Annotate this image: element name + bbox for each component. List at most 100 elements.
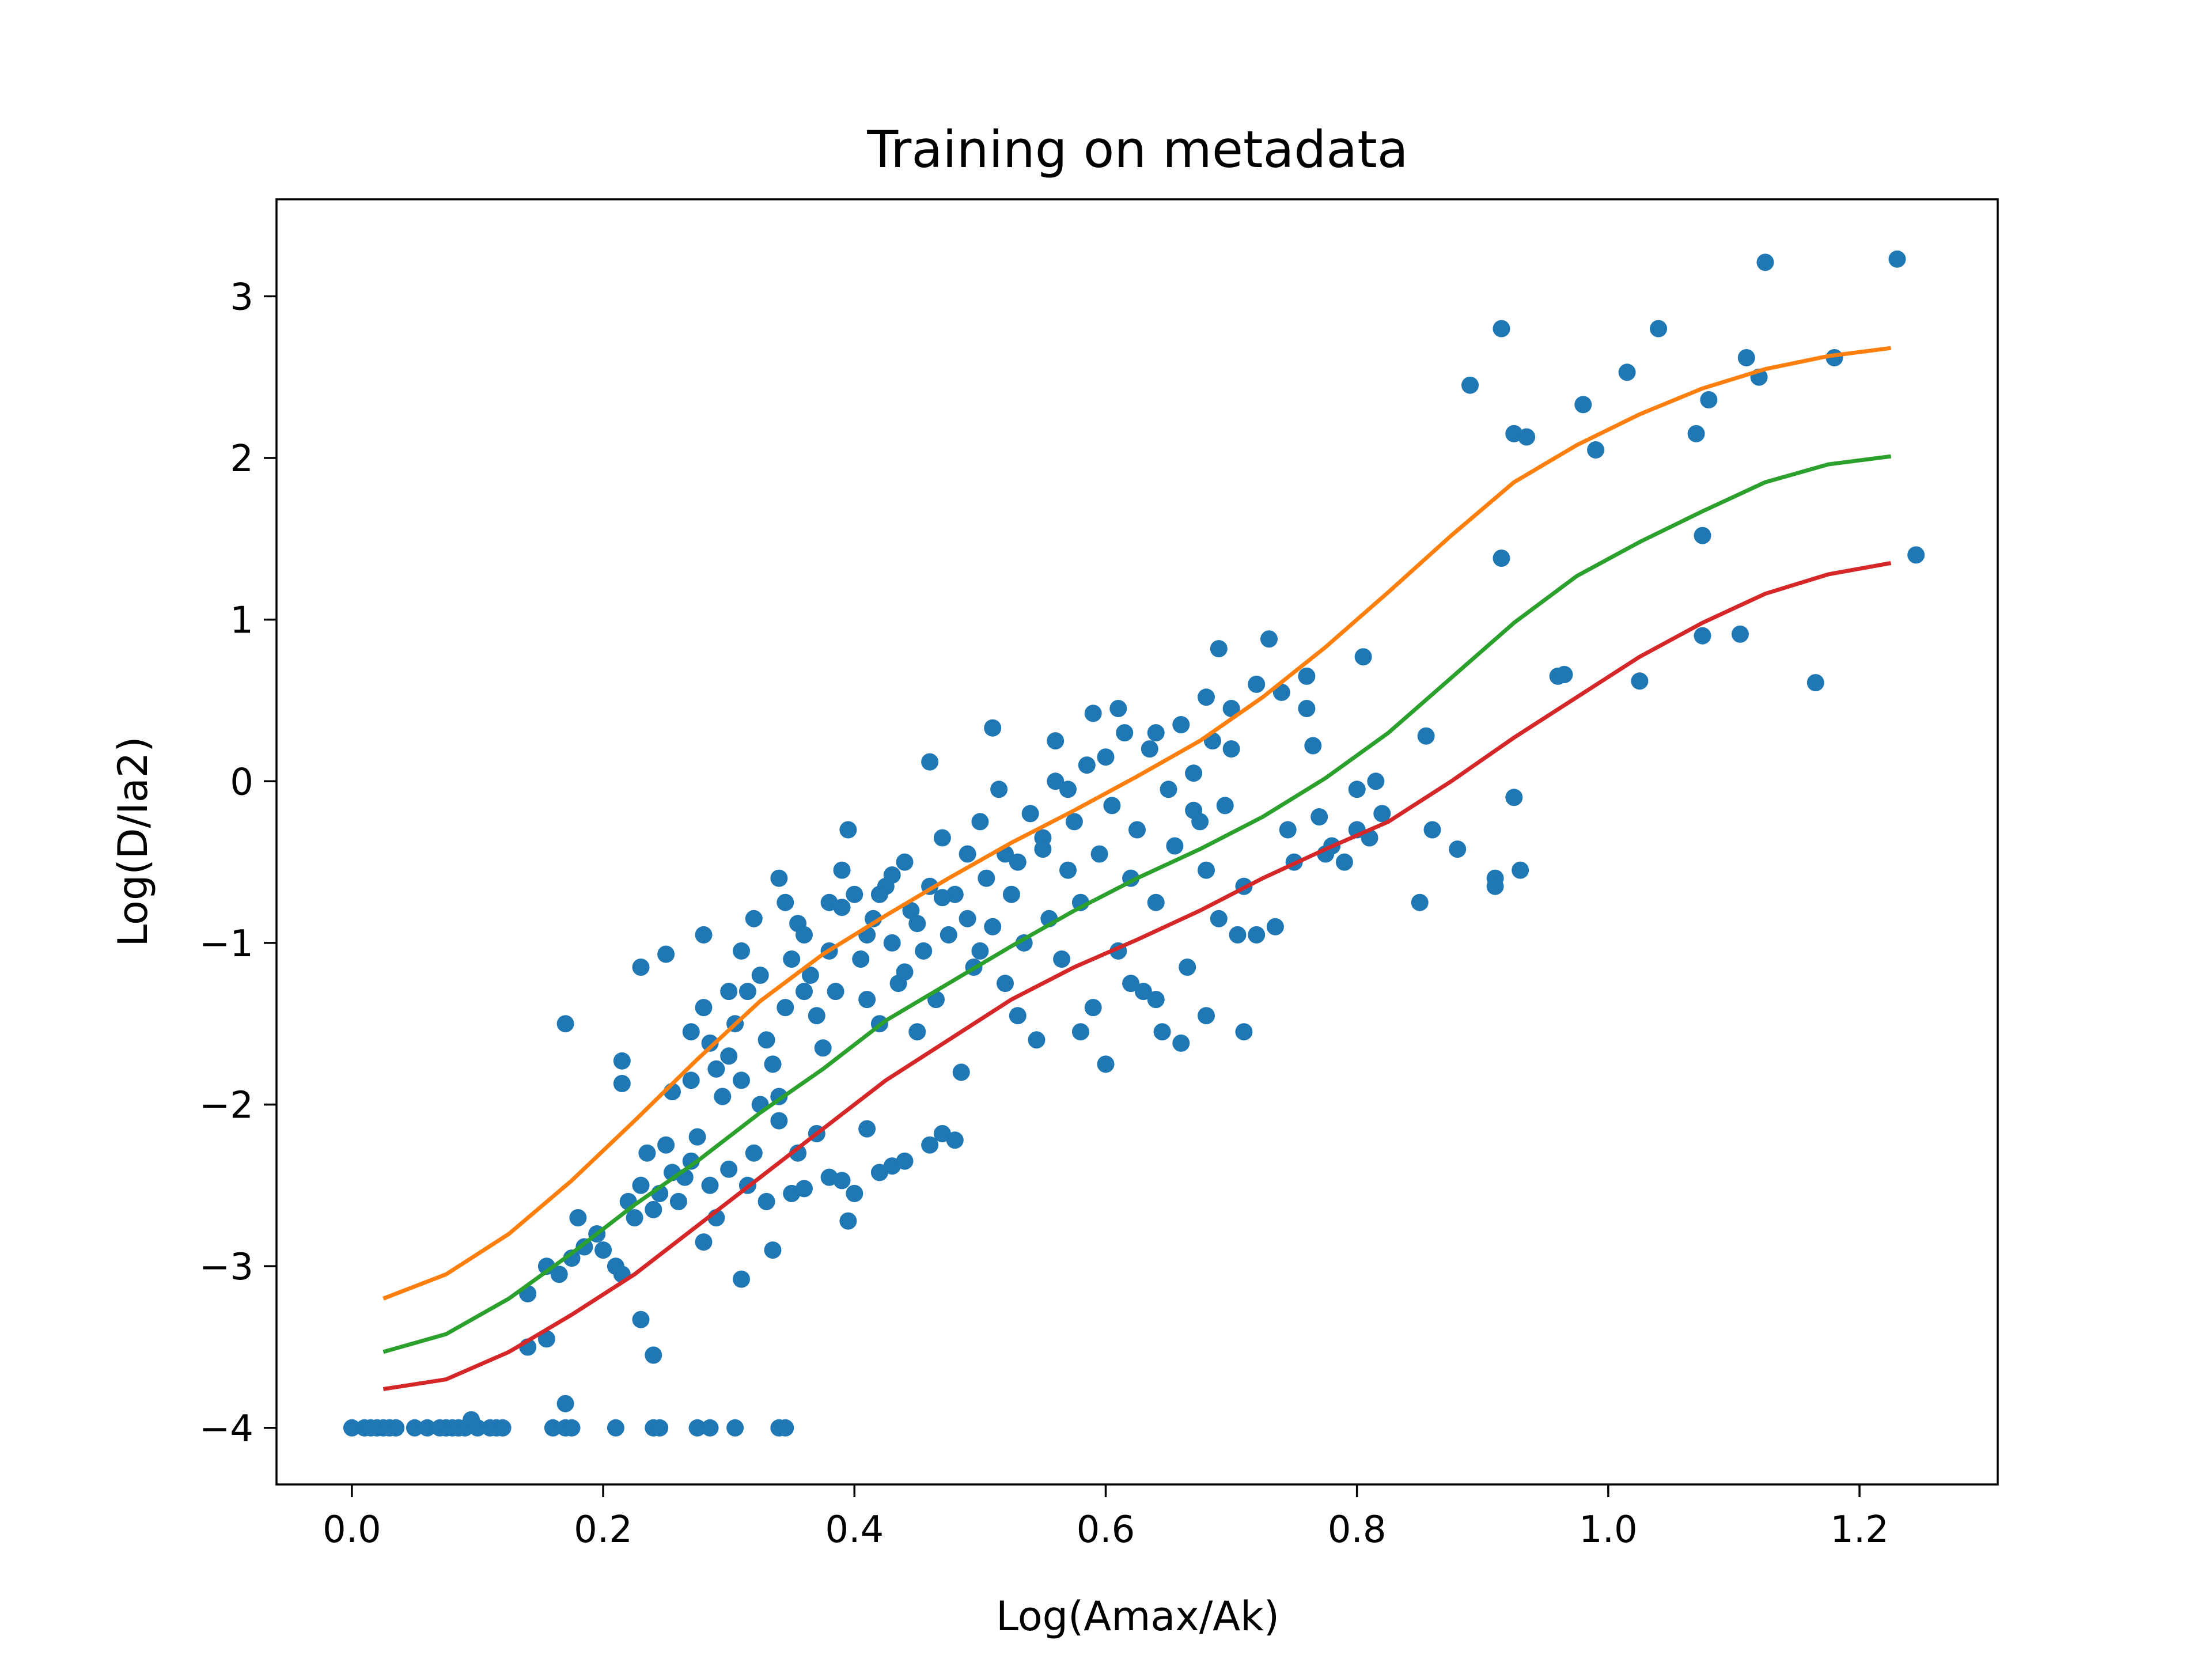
- scatter-point: [1198, 1007, 1215, 1025]
- scatter-point: [745, 1144, 763, 1162]
- scatter-point: [984, 918, 1002, 935]
- scatter-point: [777, 1419, 794, 1437]
- scatter-point: [1235, 1023, 1253, 1041]
- scatter-point: [720, 1047, 738, 1065]
- scatter-point: [908, 915, 926, 933]
- scatter-point: [1153, 1023, 1171, 1041]
- scatter-point: [720, 1160, 738, 1178]
- scatter-point: [908, 1023, 926, 1041]
- series-line-3: [382, 560, 1892, 1391]
- scatter-point: [1248, 675, 1266, 693]
- series-line-2: [382, 454, 1892, 1354]
- scatter-point: [1687, 425, 1705, 442]
- scatter-point: [707, 1060, 725, 1078]
- scatter-point: [833, 899, 851, 916]
- scatter-point: [846, 885, 863, 903]
- y-tick-label: −3: [199, 1246, 253, 1289]
- scatter-point: [701, 1034, 719, 1052]
- scatter-point: [607, 1419, 624, 1437]
- scatter-point: [695, 1233, 713, 1251]
- scatter-point: [701, 1419, 719, 1437]
- scatter-point: [1423, 821, 1441, 839]
- scatter-point: [839, 1212, 857, 1230]
- x-tick-label: 1.2: [1830, 1509, 1889, 1551]
- scatter-point: [1084, 704, 1102, 722]
- scatter-point: [883, 934, 901, 952]
- x-tick-label: 0.6: [1077, 1509, 1135, 1551]
- plot-area: [275, 198, 1999, 1486]
- scatter-point: [796, 926, 813, 944]
- scatter-point: [971, 813, 989, 831]
- scatter-point: [858, 1120, 876, 1138]
- scatter-point: [921, 1136, 939, 1154]
- scatter-point: [632, 959, 650, 976]
- scatter-point: [1071, 1023, 1089, 1041]
- scatter-point: [1694, 627, 1711, 645]
- y-axis: −4 −3 −2 −1 0 1 2 3: [199, 276, 276, 1450]
- scatter-point: [1493, 550, 1510, 567]
- scatter-point: [777, 999, 794, 1017]
- series-layer: [343, 250, 1925, 1437]
- scatter-point: [1185, 764, 1203, 782]
- scatter-point: [1103, 797, 1121, 815]
- scatter-point: [896, 1152, 914, 1170]
- scatter-point: [1486, 877, 1504, 895]
- scatter-point: [632, 1310, 650, 1328]
- scatter-point: [1411, 893, 1429, 911]
- x-tick-label: 0.0: [323, 1509, 381, 1551]
- scatter-point: [833, 1172, 851, 1190]
- scatter-point: [1160, 781, 1177, 798]
- scatter-point: [1222, 740, 1240, 758]
- x-tick-label: 0.4: [825, 1509, 884, 1551]
- scatter-point: [1907, 546, 1925, 564]
- scatter-point: [1097, 748, 1115, 766]
- scatter-point: [1298, 700, 1316, 717]
- scatter-point: [733, 942, 750, 960]
- scatter-point: [632, 1176, 650, 1194]
- scatter-point: [896, 853, 914, 871]
- scatter-point: [1078, 756, 1096, 774]
- scatter-point: [946, 1131, 964, 1149]
- scatter-point: [1147, 893, 1165, 911]
- scatter-point: [657, 945, 675, 963]
- scatter-point: [1248, 926, 1266, 944]
- scatter-point: [1084, 999, 1102, 1017]
- scatter-point: [1028, 1031, 1046, 1049]
- scatter-point: [1172, 716, 1190, 733]
- scatter-point: [387, 1419, 405, 1437]
- scatter-point: [688, 1419, 706, 1437]
- scatter-point: [563, 1249, 581, 1267]
- scatter-point: [1059, 781, 1077, 798]
- scatter-point: [738, 983, 756, 1001]
- scatter-point: [645, 1346, 662, 1364]
- scatter-point: [494, 1419, 512, 1437]
- scatter-point: [751, 967, 769, 984]
- scatter-point: [537, 1330, 555, 1348]
- scatter-point: [720, 983, 738, 1001]
- y-tick-label: −1: [199, 923, 253, 965]
- scatter-point: [883, 866, 901, 884]
- scatter-point: [764, 1055, 782, 1073]
- scatter-point: [1185, 801, 1203, 819]
- scatter-point: [1222, 700, 1240, 717]
- scatter-point: [1737, 349, 1755, 366]
- scatter-point: [1618, 363, 1636, 381]
- scatter-point: [1266, 918, 1284, 935]
- scatter-point: [1505, 789, 1523, 806]
- scatter-point: [1694, 527, 1711, 544]
- scatter-point: [1116, 724, 1134, 742]
- scatter-point: [1298, 667, 1316, 685]
- scatter-point: [896, 963, 914, 981]
- scatter-point: [657, 1136, 675, 1154]
- scatter-point: [1587, 441, 1605, 459]
- scatter-point: [940, 926, 957, 944]
- scatter-point: [695, 926, 713, 944]
- scatter-point: [1229, 926, 1247, 944]
- scatter-point: [469, 1419, 486, 1437]
- scatter-point: [839, 821, 857, 839]
- scatter-point: [1518, 428, 1536, 446]
- scatter-point: [921, 753, 939, 771]
- x-tick-label: 0.8: [1328, 1509, 1387, 1551]
